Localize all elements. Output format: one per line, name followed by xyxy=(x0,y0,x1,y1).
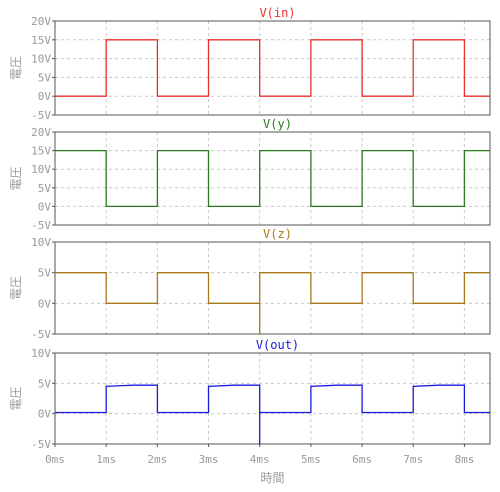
x-tick-label: 8ms xyxy=(454,453,474,466)
y-tick-label: 20V xyxy=(31,15,51,28)
plot-frame xyxy=(54,131,491,226)
chart-title: V(in) xyxy=(259,6,295,20)
y-tick-label: -5V xyxy=(31,109,51,122)
y-axis-label: 電圧 xyxy=(9,276,23,300)
x-tick-label: 7ms xyxy=(403,453,423,466)
plot-frame xyxy=(54,241,491,335)
y-tick-label: -5V xyxy=(31,219,51,232)
y-tick-label: 0V xyxy=(38,297,52,310)
panel-3: -5V 0V 5V 10V V(out) 電圧 0ms 1ms 2ms 3ms 4ms 5ms 6ms 7… xyxy=(9,338,491,485)
x-tick-label: 2ms xyxy=(147,453,167,466)
y-tick-label: -5V xyxy=(31,438,51,451)
chart-title: V(z) xyxy=(263,227,292,241)
y-axis-label: 電圧 xyxy=(9,386,23,410)
y-axis-label: 電圧 xyxy=(9,56,23,80)
x-tick-label: 0ms xyxy=(45,453,65,466)
y-tick-label: 0V xyxy=(38,408,52,421)
y-tick-label: 10V xyxy=(31,236,51,249)
y-tick-label: 15V xyxy=(31,34,51,47)
x-tick-label: 1ms xyxy=(96,453,116,466)
plot-frame xyxy=(54,352,491,445)
panel-2: -5V 0V 5V 10V V(z) 電圧 xyxy=(9,227,491,341)
panel-1: -5V 0V 5V 10V 15V 20V V(y) 電圧 xyxy=(9,117,491,232)
y-tick-label: 10V xyxy=(31,163,51,176)
y-tick-label: 10V xyxy=(31,347,51,360)
y-tick-label: 20V xyxy=(31,126,51,139)
plot-frame xyxy=(54,20,491,116)
x-tick-label: 6ms xyxy=(352,453,372,466)
chart-title: V(out) xyxy=(256,338,299,352)
y-tick-label: -5V xyxy=(31,328,51,341)
x-axis-label: 時間 xyxy=(260,471,284,485)
y-axis-label: 電圧 xyxy=(9,166,23,190)
series-line xyxy=(55,149,490,208)
x-tick-label: 4ms xyxy=(250,453,270,466)
series-line xyxy=(55,39,490,97)
x-tick-label: 5ms xyxy=(301,453,321,466)
y-tick-label: 10V xyxy=(31,53,51,66)
y-tick-label: 0V xyxy=(38,200,52,213)
y-tick-label: 5V xyxy=(38,71,52,84)
series-line xyxy=(55,272,490,334)
x-tick-label: 3ms xyxy=(199,453,219,466)
y-tick-label: 5V xyxy=(38,377,52,390)
y-tick-label: 15V xyxy=(31,145,51,158)
series-line xyxy=(55,384,490,444)
panel-0: -5V 0V 5V 10V 15V 20V V(in) 電圧 xyxy=(9,6,491,122)
chart-title: V(y) xyxy=(263,117,292,131)
y-tick-label: 5V xyxy=(38,182,52,195)
y-tick-label: 0V xyxy=(38,90,52,103)
y-tick-label: 5V xyxy=(38,267,52,280)
